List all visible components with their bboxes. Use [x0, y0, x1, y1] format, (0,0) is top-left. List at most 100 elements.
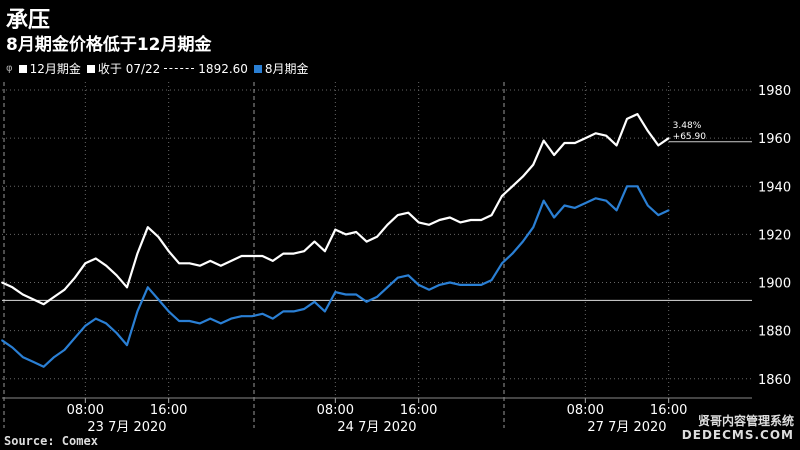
y-tick-label-0: 1860: [758, 373, 791, 388]
legend-swatch-dec: [18, 64, 27, 73]
series-1-point-62: [646, 204, 649, 207]
series-0-point-12: [126, 286, 128, 289]
series-1-point-54: [563, 204, 566, 207]
series-1-point-28: [292, 310, 295, 313]
series-1-point-39: [407, 274, 410, 277]
series-1-point-25: [261, 312, 264, 315]
x-tick-label-1: 16:00: [150, 403, 187, 418]
chart-subtitle: 8月期金价格低于12月期金: [6, 35, 212, 55]
series-0-point-46: [480, 219, 483, 221]
series-1-point-61: [636, 185, 639, 188]
y-tick-label-3: 1920: [758, 228, 791, 243]
legend-close-value: 1892.60: [198, 61, 248, 76]
annotation-pct: 3.48%: [673, 121, 702, 131]
series-0-point-29: [303, 250, 305, 253]
series-0-point-37: [386, 223, 389, 226]
series-0-point-2: [21, 293, 24, 296]
series-0-point-58: [605, 134, 608, 137]
series-0-point-9: [94, 257, 97, 260]
legend-label-dec: 12月期金: [29, 62, 81, 76]
series-1-point-46: [480, 284, 483, 286]
series-1-point-41: [428, 288, 430, 291]
series-1-point-43: [449, 281, 451, 284]
series-1-point-5: [53, 356, 55, 358]
series-0-point-42: [438, 219, 441, 221]
x-tick-label-3: 16:00: [400, 403, 437, 418]
legend: φ 12月期金 收于 07/22 1892.60 8月期金: [6, 60, 309, 77]
series-0-point-39: [407, 211, 410, 214]
series-1-point-30: [313, 300, 316, 303]
series-1-point-10: [105, 322, 108, 325]
legend-swatch-close: [86, 64, 95, 73]
series-0-point-57: [594, 132, 597, 135]
series-1-point-57: [594, 197, 597, 200]
series-0-point-49: [511, 185, 514, 188]
series-1-point-18: [188, 320, 191, 322]
series-1-point-15: [157, 298, 160, 301]
series-1-point-9: [94, 317, 97, 320]
series-0-point-8: [84, 262, 87, 265]
series-1-point-4: [42, 365, 45, 368]
series-1-point-36: [376, 296, 378, 298]
series-0-point-64: [667, 137, 670, 140]
series-0-point-28: [292, 252, 295, 255]
series-0-point-54: [563, 142, 566, 144]
series-0-point-48: [501, 194, 503, 197]
series-0-point-45: [469, 219, 472, 221]
series-0-point-23: [240, 255, 243, 257]
day-label-0: 23 7月 2020: [87, 420, 166, 435]
series-1-point-32: [334, 291, 337, 294]
series-1-point-14: [146, 286, 149, 289]
series-0-point-43: [449, 216, 451, 219]
series-0-point-53: [553, 154, 555, 156]
series-1-point-45: [469, 284, 472, 286]
series-0-point-35: [365, 240, 368, 243]
y-tick-label-2: 1900: [758, 277, 791, 292]
series-0-point-19: [199, 264, 201, 267]
series-0-point-63: [657, 144, 660, 147]
series-1-point-31: [324, 310, 326, 313]
series-0-point-52: [542, 139, 545, 142]
series-0-point-14: [146, 226, 149, 229]
y-tick-label-1: 1880: [758, 325, 791, 340]
series-1-point-8: [84, 324, 87, 327]
x-tick-label-5: 16:00: [650, 403, 687, 418]
series-1-point-49: [511, 252, 514, 255]
series-1-point-34: [355, 293, 358, 296]
series-1-point-63: [657, 214, 660, 217]
y-tick-label-5: 1960: [758, 132, 791, 147]
x-tick-label-0: 08:00: [67, 403, 104, 418]
series-0-point-33: [344, 233, 347, 236]
series-0-point-3: [32, 298, 35, 301]
series-0-point-22: [230, 259, 233, 262]
series-1-point-6: [63, 348, 66, 351]
series-0-point-62: [646, 130, 649, 132]
series-line-1: [1, 185, 670, 368]
series-0-point-30: [313, 240, 316, 243]
series-0-point-11: [115, 274, 118, 277]
watermark-line1: 贤哥内容管理系统: [697, 414, 794, 428]
series-0-point-10: [105, 264, 108, 267]
chart-title: 承压: [6, 8, 51, 33]
x-tick-label-4: 08:00: [567, 403, 604, 418]
series-1-point-13: [136, 310, 139, 313]
series-1-point-58: [605, 199, 608, 202]
series-1-point-44: [459, 284, 462, 286]
series-1-point-19: [199, 322, 201, 325]
series-0-point-60: [626, 118, 628, 120]
series-1-point-56: [584, 202, 587, 205]
series-0-point-47: [490, 214, 493, 217]
legend-item-dec: 12月期金: [18, 60, 81, 77]
series-0-point-20: [209, 259, 212, 262]
series-1-point-26: [271, 317, 274, 320]
series-1-point-53: [553, 216, 555, 219]
series-1-point-33: [344, 293, 347, 296]
series-0-point-27: [282, 252, 285, 255]
series-0-point-31: [324, 250, 326, 253]
series-0-point-17: [178, 262, 180, 265]
series-1-point-37: [386, 286, 389, 289]
series-1-point-40: [417, 284, 420, 286]
series-1-point-2: [21, 356, 24, 358]
